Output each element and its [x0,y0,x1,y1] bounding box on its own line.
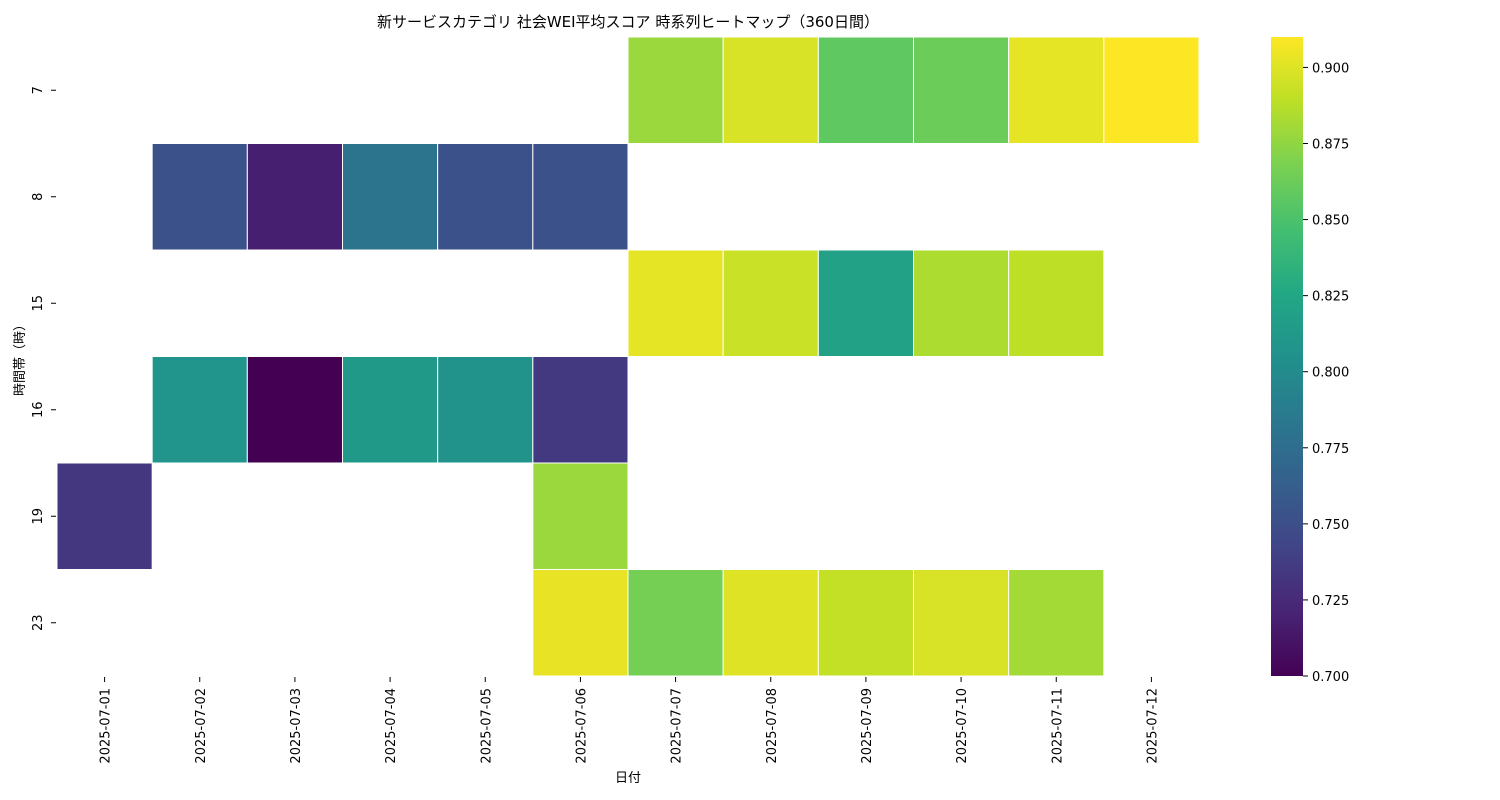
heatmap-cell [342,356,439,464]
colorbar-tick-label: 0.900 [1312,61,1349,76]
heatmap-cell [817,249,914,357]
y-tick-label: 23 [31,614,46,631]
x-tick-label: 2025-07-02 [194,688,209,764]
y-tick-label: 7 [31,86,46,94]
heatmap-cell [1103,36,1200,144]
heatmap-cell [627,249,724,357]
colorbar-tick-label: 0.800 [1312,366,1349,381]
x-tick-label: 2025-07-04 [384,688,399,764]
colorbar-tick-label: 0.850 [1312,214,1349,229]
x-tick-label: 2025-07-06 [574,688,589,764]
heatmap-cell [913,249,1010,357]
heatmap-cell [913,36,1010,144]
x-tick-label: 2025-07-09 [860,688,875,764]
heatmap-cell [151,356,248,464]
x-tick-label: 2025-07-01 [99,688,114,764]
y-tick-label: 8 [31,193,46,201]
heatmap-cell [1008,36,1105,144]
colorbar-tick-label: 0.875 [1312,138,1349,153]
x-tick-label: 2025-07-11 [1050,688,1065,764]
y-tick-label: 19 [31,508,46,525]
heatmap-cell [627,36,724,144]
heatmap-cell [817,36,914,144]
y-tick-label: 15 [31,295,46,312]
heatmap-cell [437,356,534,464]
heatmap-cell [342,143,439,251]
heatmap-cell [246,356,343,464]
chart-title: 新サービスカテゴリ 社会WEI平均スコア 時系列ヒートマップ（360日間） [377,13,879,31]
heatmap-cell [532,356,629,464]
colorbar-tick-label: 0.725 [1312,594,1349,609]
colorbar-tick-label: 0.775 [1312,442,1349,457]
heatmap-cell [722,36,819,144]
y-axis-ticks: 7 8 15 16 19 23 [31,86,56,631]
heatmap-cell [1008,569,1105,677]
heatmap-cell [437,143,534,251]
heatmap-cell [722,569,819,677]
x-axis-ticks: 2025-07-01 2025-07-02 2025-07-03 2025-07-04… [99,677,1160,764]
x-tick-label: 2025-07-12 [1145,688,1160,764]
colorbar-ticks: 0.700 0.725 0.750 0.775 0.800 0.825 0.850 0.875… [1303,61,1349,685]
colorbar-gradient [1271,37,1303,676]
colorbar: 0.700 0.725 0.750 0.775 0.800 0.825 0.850 0.875… [1271,37,1349,685]
heatmap-cell [627,569,724,677]
x-tick-label: 2025-07-08 [765,688,780,764]
heatmap-cell [722,249,819,357]
heatmap-cell [246,143,343,251]
heatmap-cell [532,462,629,570]
heatmap-cell [56,462,153,570]
y-axis-label: 時間帯（時） [13,318,28,396]
colorbar-tick-label: 0.750 [1312,518,1349,533]
heatmap-cell [913,569,1010,677]
heatmap-cell [817,569,914,677]
heatmap-cell [532,569,629,677]
x-tick-label: 2025-07-10 [955,688,970,764]
heatmap-cells [56,36,1200,677]
x-axis-label: 日付 [615,771,641,786]
x-tick-label: 2025-07-05 [479,688,494,764]
heatmap-cell [532,143,629,251]
heatmap-cell [151,143,248,251]
y-tick-label: 16 [31,401,46,418]
colorbar-tick-label: 0.700 [1312,670,1349,685]
heatmap-cell [1008,249,1105,357]
x-tick-label: 2025-07-07 [670,688,685,764]
x-tick-label: 2025-07-03 [289,688,304,764]
colorbar-tick-label: 0.825 [1312,290,1349,305]
